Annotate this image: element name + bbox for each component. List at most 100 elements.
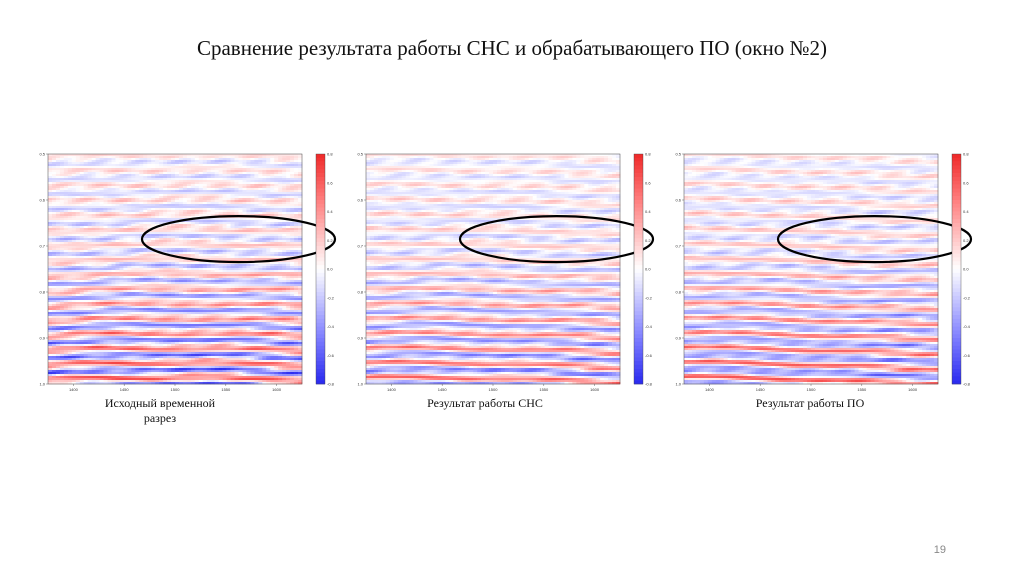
heatmap-cell bbox=[143, 246, 148, 249]
heatmap-cell bbox=[163, 292, 168, 295]
heatmap-cell bbox=[159, 296, 164, 299]
heatmap-cell bbox=[83, 306, 88, 309]
heatmap-cell bbox=[83, 166, 88, 169]
heatmap-cell bbox=[274, 200, 279, 203]
heatmap-cell bbox=[51, 182, 57, 185]
heatmap-cell bbox=[79, 298, 85, 301]
heatmap-cell bbox=[135, 178, 140, 181]
heatmap-cell bbox=[242, 178, 247, 181]
heatmap-cell bbox=[286, 250, 291, 253]
heatmap-cell bbox=[48, 188, 53, 191]
heatmap-cell bbox=[198, 240, 204, 243]
heatmap-cell bbox=[266, 228, 271, 231]
heatmap-cell bbox=[71, 204, 77, 207]
heatmap-cell bbox=[266, 296, 271, 299]
heatmap-cell bbox=[238, 280, 243, 283]
heatmap-cell bbox=[250, 240, 255, 243]
heatmap-cell bbox=[270, 170, 275, 173]
heatmap-cell bbox=[290, 246, 295, 249]
heatmap-cell bbox=[91, 214, 96, 217]
heatmap-cell bbox=[151, 284, 156, 287]
heatmap-cell bbox=[226, 212, 231, 215]
heatmap-cell bbox=[238, 288, 243, 291]
heatmap-cell bbox=[87, 232, 92, 235]
heatmap-cell bbox=[167, 172, 172, 175]
heatmap-cell bbox=[190, 274, 196, 277]
heatmap-cell bbox=[274, 184, 279, 187]
heatmap-cell bbox=[175, 170, 180, 173]
heatmap-cell bbox=[214, 218, 219, 221]
heatmap-cell bbox=[159, 164, 164, 167]
heatmap-cell bbox=[79, 160, 85, 163]
heatmap-cell bbox=[254, 254, 259, 257]
heatmap-cell bbox=[246, 212, 251, 215]
heatmap-cell bbox=[83, 156, 88, 159]
heatmap-cell bbox=[258, 304, 263, 307]
heatmap-cell bbox=[214, 232, 219, 235]
heatmap-cell bbox=[127, 226, 132, 229]
heatmap-cell bbox=[202, 252, 208, 255]
heatmap-cell bbox=[290, 264, 295, 267]
heatmap-cell bbox=[75, 242, 81, 245]
heatmap-cell bbox=[178, 210, 184, 213]
heatmap-cell bbox=[103, 304, 108, 307]
heatmap-cell bbox=[139, 230, 144, 233]
heatmap-cell bbox=[234, 248, 239, 251]
heatmap-cell bbox=[242, 252, 247, 255]
heatmap-cell bbox=[286, 292, 291, 295]
heatmap-cell bbox=[242, 162, 247, 165]
heatmap-cell bbox=[131, 266, 136, 269]
heatmap-cell bbox=[127, 234, 132, 237]
heatmap-cell bbox=[131, 170, 136, 173]
heatmap-cell bbox=[254, 304, 259, 307]
heatmap-cell bbox=[143, 168, 148, 171]
heatmap-cell bbox=[178, 218, 184, 221]
heatmap-cell bbox=[214, 276, 219, 279]
heatmap-cell bbox=[202, 218, 208, 221]
heatmap-cell bbox=[230, 254, 235, 257]
heatmap-cell bbox=[234, 288, 239, 291]
heatmap-cell bbox=[55, 164, 61, 167]
heatmap-cell bbox=[214, 170, 219, 173]
heatmap-cell bbox=[246, 158, 251, 161]
heatmap-cell bbox=[222, 234, 227, 237]
heatmap-cell bbox=[159, 158, 164, 161]
heatmap-cell bbox=[178, 158, 184, 161]
heatmap-cell bbox=[175, 202, 180, 205]
heatmap-cell bbox=[226, 188, 231, 191]
heatmap-cell bbox=[234, 282, 239, 285]
heatmap-cell bbox=[294, 306, 299, 309]
heatmap-cell bbox=[190, 212, 196, 215]
heatmap-cell bbox=[210, 190, 215, 193]
heatmap-cell bbox=[48, 278, 53, 281]
heatmap-cell bbox=[210, 214, 215, 217]
heatmap-cell bbox=[230, 212, 235, 215]
heatmap-cell bbox=[190, 282, 196, 285]
heatmap-cell bbox=[178, 168, 184, 171]
heatmap-cell bbox=[67, 164, 73, 167]
heatmap-cell bbox=[286, 174, 291, 177]
heatmap-cell bbox=[127, 216, 132, 219]
heatmap-cell bbox=[214, 294, 219, 297]
heatmap-cell bbox=[218, 218, 223, 221]
heatmap-cell bbox=[87, 260, 92, 263]
heatmap-cell bbox=[214, 280, 219, 283]
heatmap-cell bbox=[63, 186, 69, 189]
heatmap-cell bbox=[178, 204, 184, 207]
heatmap-cell bbox=[83, 224, 88, 227]
heatmap-cell bbox=[238, 206, 243, 209]
heatmap-cell bbox=[163, 230, 168, 233]
heatmap-cell bbox=[59, 252, 65, 255]
heatmap-cell bbox=[111, 192, 116, 195]
heatmap-cell bbox=[159, 220, 164, 223]
heatmap-cell bbox=[182, 214, 188, 217]
heatmap-cell bbox=[182, 188, 188, 191]
heatmap-cell bbox=[230, 276, 235, 279]
heatmap-cell bbox=[258, 274, 263, 277]
heatmap-cell bbox=[95, 308, 100, 311]
heatmap-cell bbox=[258, 250, 263, 253]
heatmap-cell bbox=[210, 246, 215, 249]
heatmap-cell bbox=[111, 278, 116, 281]
heatmap-cell bbox=[95, 236, 100, 239]
heatmap-cell bbox=[242, 272, 247, 275]
